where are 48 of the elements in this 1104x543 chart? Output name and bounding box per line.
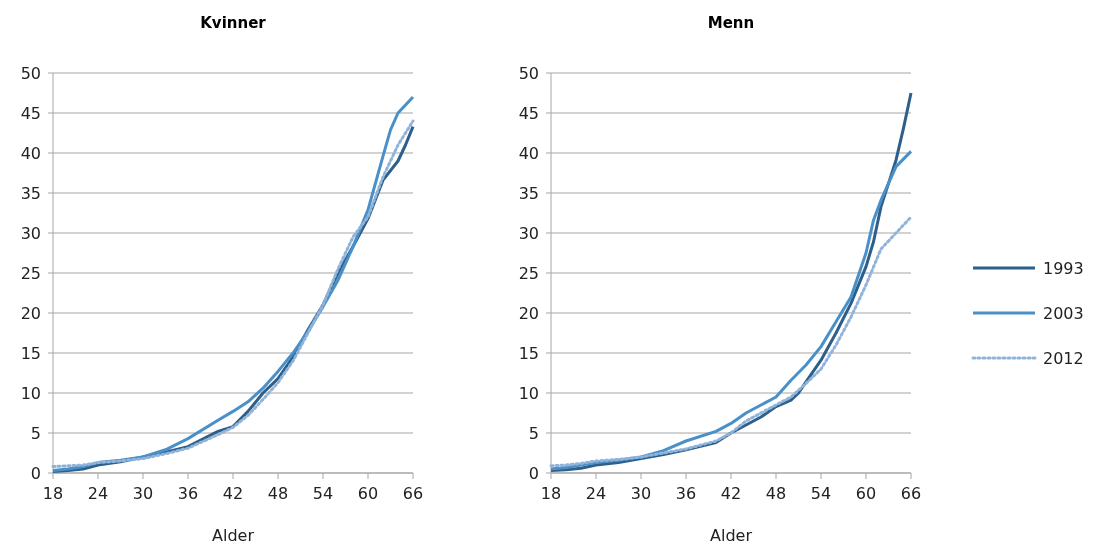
x-axis-title: Alder bbox=[212, 526, 255, 543]
y-tick-label: 10 bbox=[518, 383, 539, 403]
line-series bbox=[549, 215, 913, 468]
x-tick-label: 36 bbox=[675, 484, 697, 503]
y-tick-label: 45 bbox=[20, 103, 41, 123]
x-tick-label: 60 bbox=[855, 484, 877, 503]
y-tick-label: 45 bbox=[518, 103, 539, 123]
legend-label: 2003 bbox=[1043, 303, 1084, 323]
x-tick-label: 48 bbox=[267, 484, 289, 503]
x-tick-label: 24 bbox=[585, 484, 607, 503]
y-tick-label: 15 bbox=[20, 343, 41, 363]
y-tick-label: 40 bbox=[20, 143, 41, 163]
y-tick-label: 50 bbox=[518, 63, 539, 83]
y-tick-label: 5 bbox=[30, 423, 41, 443]
y-tick-label: 15 bbox=[518, 343, 539, 363]
y-tick-label: 30 bbox=[20, 223, 41, 243]
chart-title: Menn bbox=[707, 14, 755, 32]
y-tick-label: 35 bbox=[20, 183, 41, 203]
x-tick-label: 24 bbox=[87, 484, 109, 503]
x-tick-label: 30 bbox=[630, 484, 652, 503]
y-tick-label: 25 bbox=[20, 263, 41, 283]
chart-title: Kvinner bbox=[200, 14, 267, 32]
y-tick-label: 10 bbox=[20, 383, 41, 403]
x-tick-label: 66 bbox=[402, 484, 424, 503]
legend-label: 2012 bbox=[1043, 348, 1084, 368]
x-tick-label: 66 bbox=[900, 484, 922, 503]
y-tick-label: 50 bbox=[20, 63, 41, 83]
x-tick-label: 30 bbox=[132, 484, 154, 503]
x-tick-label: 60 bbox=[357, 484, 379, 503]
x-tick-label: 48 bbox=[765, 484, 787, 503]
x-tick-label: 42 bbox=[222, 484, 244, 503]
y-tick-label: 0 bbox=[30, 463, 41, 483]
y-tick-label: 35 bbox=[518, 183, 539, 203]
x-tick-label: 54 bbox=[312, 484, 334, 503]
y-tick-label: 20 bbox=[20, 303, 41, 323]
y-tick-label: 25 bbox=[518, 263, 539, 283]
x-tick-label: 36 bbox=[177, 484, 199, 503]
x-tick-label: 42 bbox=[720, 484, 742, 503]
y-tick-label: 20 bbox=[518, 303, 539, 323]
x-tick-label: 18 bbox=[540, 484, 562, 503]
y-tick-label: 5 bbox=[528, 423, 539, 443]
x-tick-label: 54 bbox=[810, 484, 832, 503]
y-tick-label: 40 bbox=[518, 143, 539, 163]
x-axis-title: Alder bbox=[710, 526, 753, 543]
legend-label: 1993 bbox=[1043, 258, 1084, 278]
x-tick-label: 18 bbox=[42, 484, 64, 503]
y-tick-label: 30 bbox=[518, 223, 539, 243]
y-tick-label: 0 bbox=[528, 463, 539, 483]
